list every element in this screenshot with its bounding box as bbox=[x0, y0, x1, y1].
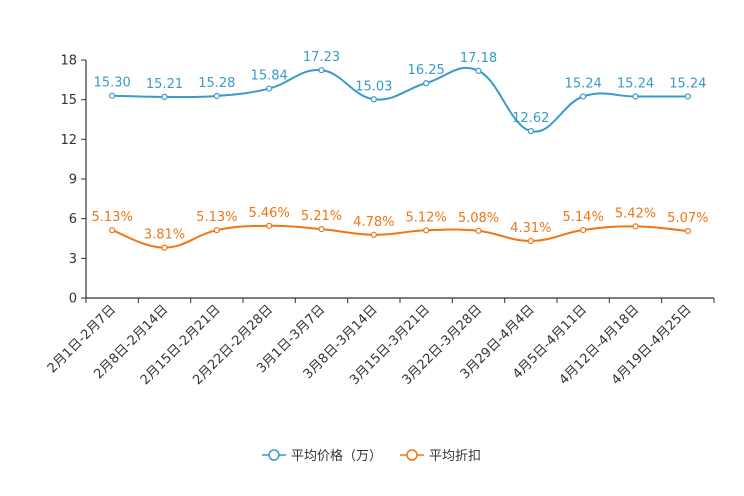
data-point[interactable] bbox=[684, 93, 691, 100]
legend-marker-icon bbox=[268, 449, 280, 461]
data-point[interactable] bbox=[109, 92, 116, 99]
data-point[interactable] bbox=[213, 227, 220, 234]
legend: 平均价格（万） 平均折扣 bbox=[262, 448, 481, 464]
legend-label: 平均折扣 bbox=[429, 449, 481, 464]
data-point[interactable] bbox=[475, 227, 482, 234]
series-layer: 15.30 15.21 15.28 15.84 17.23 15.03 16.25 17.18… bbox=[92, 50, 708, 251]
legend-label: 平均价格（万） bbox=[291, 448, 382, 464]
data-point[interactable] bbox=[318, 67, 325, 74]
series-avg-discount: 5.13% 3.81% 5.13% 5.46% 5.21% 4.78% 5.12% 5.08%… bbox=[92, 206, 708, 251]
y-tick-label: 18 bbox=[60, 54, 77, 69]
data-label: 16.25 bbox=[408, 63, 445, 78]
data-label: 5.42% bbox=[615, 206, 656, 221]
y-tick-label: 0 bbox=[69, 292, 77, 307]
data-label: 5.08% bbox=[458, 211, 499, 226]
data-point[interactable] bbox=[684, 227, 691, 235]
data-point[interactable] bbox=[527, 128, 534, 135]
data-label: 5.12% bbox=[406, 210, 447, 225]
data-label: 5.14% bbox=[563, 210, 604, 225]
series-line bbox=[111, 224, 688, 249]
y-tick-label: 12 bbox=[60, 133, 77, 148]
data-label: 15.84 bbox=[251, 69, 288, 84]
y-ticks: 0 3 6 9 12 15 18 bbox=[60, 54, 86, 307]
data-point[interactable] bbox=[527, 237, 534, 245]
data-point[interactable] bbox=[423, 80, 430, 87]
data-label: 4.78% bbox=[353, 215, 394, 230]
legend-marker-icon bbox=[406, 449, 418, 461]
data-point[interactable] bbox=[161, 93, 168, 100]
data-point[interactable] bbox=[580, 226, 587, 234]
data-label: 3.81% bbox=[144, 228, 185, 243]
y-tick-label: 9 bbox=[69, 173, 77, 188]
data-label: 15.28 bbox=[198, 76, 235, 91]
data-point[interactable] bbox=[266, 222, 273, 229]
data-label: 15.21 bbox=[146, 77, 183, 92]
data-label: 5.13% bbox=[196, 210, 237, 225]
legend-item-avg-discount[interactable]: 平均折扣 bbox=[400, 449, 481, 464]
data-point[interactable] bbox=[161, 244, 168, 251]
data-point[interactable] bbox=[475, 67, 482, 74]
data-label: 12.62 bbox=[512, 111, 549, 126]
data-label: 5.21% bbox=[301, 209, 342, 224]
data-label: 5.46% bbox=[249, 206, 290, 221]
y-tick-label: 3 bbox=[69, 252, 77, 267]
data-label: 17.18 bbox=[460, 51, 497, 66]
data-point[interactable] bbox=[632, 93, 639, 100]
series-avg-price: 15.30 15.21 15.28 15.84 17.23 15.03 16.25 17.18… bbox=[94, 50, 706, 135]
data-label: 17.23 bbox=[303, 50, 340, 65]
data-label: 15.24 bbox=[669, 76, 706, 91]
data-label: 15.24 bbox=[617, 76, 654, 91]
y-tick-label: 6 bbox=[69, 212, 77, 227]
data-label: 15.03 bbox=[355, 79, 392, 94]
data-point[interactable] bbox=[109, 227, 116, 234]
data-point[interactable] bbox=[370, 96, 377, 103]
legend-item-avg-price[interactable]: 平均价格（万） bbox=[262, 448, 382, 464]
data-point[interactable] bbox=[266, 85, 273, 92]
data-label: 15.30 bbox=[94, 76, 131, 91]
data-label: 5.07% bbox=[667, 211, 708, 226]
data-point[interactable] bbox=[370, 231, 377, 238]
data-label: 15.24 bbox=[565, 76, 602, 91]
data-point[interactable] bbox=[580, 93, 587, 100]
data-label: 5.13% bbox=[92, 210, 133, 225]
data-label: 4.31% bbox=[510, 221, 551, 236]
data-point[interactable] bbox=[318, 226, 325, 233]
data-point[interactable] bbox=[632, 223, 639, 230]
x-ticks: 2月1日-2月7日2月8日-2月14日2月15日-2月21日2月22日-2月28… bbox=[45, 298, 715, 388]
data-point[interactable] bbox=[423, 227, 430, 234]
y-tick-label: 15 bbox=[60, 93, 77, 108]
data-point[interactable] bbox=[213, 92, 220, 100]
